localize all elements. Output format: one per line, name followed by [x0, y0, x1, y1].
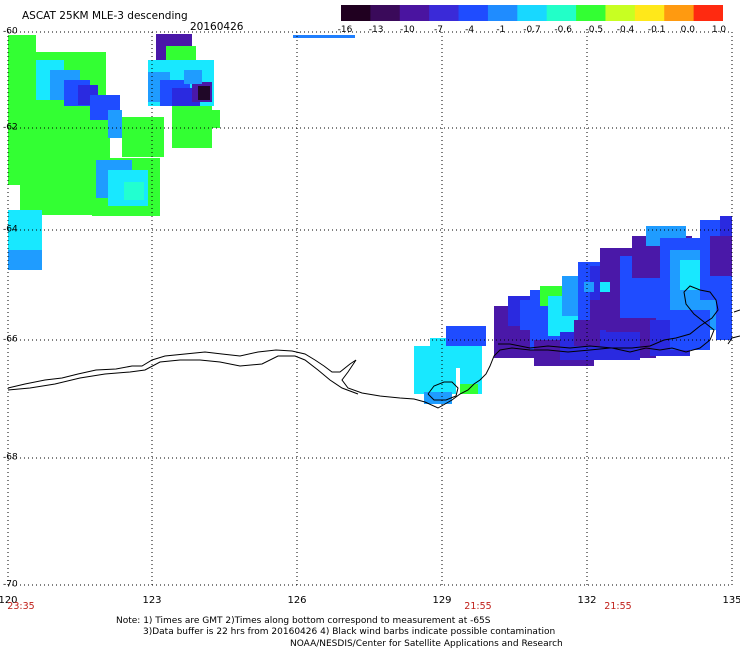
colorbar-tick-label: -0.7 [523, 25, 541, 35]
wind-cell [584, 282, 594, 292]
colorbar-swatch [576, 5, 607, 21]
colorbar-swatch [429, 5, 460, 21]
colorbar-tick-label: 1.0 [711, 25, 727, 35]
time-label-3: 21:55 [604, 601, 632, 612]
wind-cell [710, 236, 732, 276]
wind-cell [670, 310, 710, 350]
wind-cell [600, 282, 610, 292]
wind-cell [8, 250, 42, 270]
colorbar-swatch [370, 5, 401, 21]
latitude-label: -60 [3, 26, 18, 37]
map-title: ASCAT 25KM MLE-3 descending [22, 10, 188, 22]
longitude-label: 129 [432, 595, 452, 606]
colorbar-swatch [399, 5, 430, 21]
graticule [7, 31, 733, 586]
timeline-mark [293, 35, 355, 38]
note-line-1: Note: 1) Times are GMT 2)Times along bot… [116, 616, 491, 626]
wind-cell [716, 300, 732, 340]
colorbar-tick-label: -1 [496, 25, 506, 35]
colorbar-tick-label: -0.5 [585, 25, 604, 35]
longitude-label: 135 [722, 595, 740, 606]
wind-cell [590, 300, 620, 330]
coastline-bay [427, 381, 459, 401]
wind-cell [108, 110, 122, 138]
latitude-label: -66 [3, 334, 18, 345]
coastline [7, 285, 719, 409]
colorbar-tick-label: -4 [465, 25, 475, 35]
colorbar-swatch [693, 5, 723, 21]
wind-cell [424, 392, 452, 404]
wind-cells [8, 34, 732, 404]
colorbar-swatch [634, 5, 665, 21]
longitude-label: 126 [287, 595, 307, 606]
wind-cell [212, 110, 220, 128]
coastline-east [727, 309, 740, 345]
colorbar-tick-label: -0.1 [647, 25, 666, 35]
wind-cell [124, 182, 144, 200]
colorbar-swatch [664, 5, 695, 21]
wind-cell [8, 130, 20, 150]
wind-cell [446, 326, 486, 346]
colorbar-tick-label: 0.0 [680, 25, 695, 35]
longitude-label: 120 [0, 595, 18, 606]
wind-cell [172, 106, 212, 148]
colorbar-tick-label: -7 [434, 25, 443, 35]
wind-cell [198, 86, 210, 100]
note-line-2: 3)Data buffer is 22 hrs from 20160426 4)… [143, 627, 556, 637]
colorbar-swatch [546, 5, 577, 21]
mle-colorbar [341, 5, 723, 21]
colorbar-swatch [341, 5, 371, 21]
colorbar-swatch [517, 5, 548, 21]
time-label-2: 21:55 [464, 601, 492, 612]
latitude-label: -68 [3, 452, 18, 463]
wind-cell [184, 70, 202, 84]
note-line-3: NOAA/NESDIS/Center for Satellite Applica… [290, 639, 563, 649]
colorbar-swatch [605, 5, 636, 21]
time-label-1: 23:35 [7, 601, 35, 612]
colorbar-swatch [458, 5, 489, 21]
longitude-label: 123 [142, 595, 162, 606]
wind-cell [720, 216, 732, 236]
latitude-label: -62 [3, 122, 18, 133]
colorbar-tick-label: -13 [368, 25, 384, 35]
colorbar-tick-label: -10 [399, 25, 415, 35]
colorbar-tick-label: -0.4 [616, 25, 635, 35]
colorbar-swatch [487, 5, 518, 21]
latitude-label: -64 [3, 224, 18, 235]
colorbar-tick-label: -16 [337, 25, 353, 35]
colorbar-tick-label: -0.6 [554, 25, 572, 35]
wind-cell [122, 117, 164, 157]
map-date: 20160426 [190, 21, 244, 33]
coastline-fill-edge [7, 355, 359, 395]
latitude-label: -70 [3, 579, 18, 590]
longitude-label: 132 [577, 595, 597, 606]
